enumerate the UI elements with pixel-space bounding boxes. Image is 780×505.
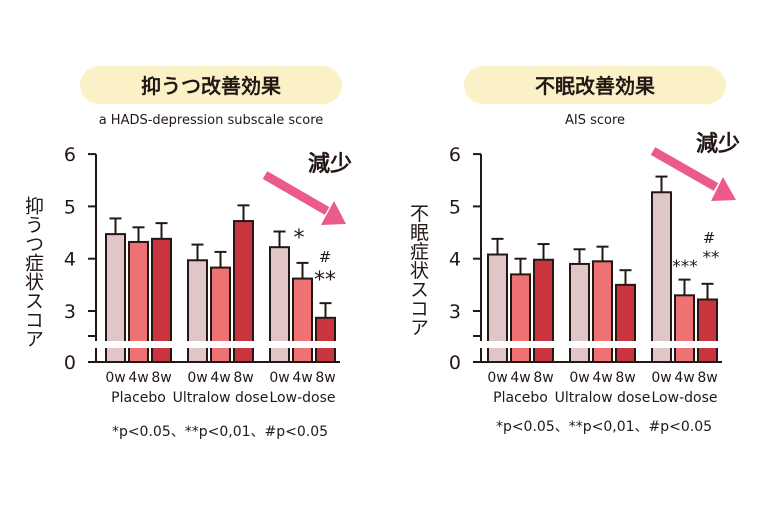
chart-subtitle: a HADS-depression subscale score xyxy=(99,113,324,128)
decrease-arrow xyxy=(262,171,346,225)
bar-low-dose-4w xyxy=(674,294,695,363)
y-tick-label: 5 xyxy=(449,196,461,218)
annotation-4w: *** xyxy=(672,257,698,277)
arrow-label: 減少 xyxy=(696,132,740,157)
group-label: Low-dose xyxy=(270,390,336,406)
title-pill xyxy=(464,66,726,104)
x-tick-label: 8w xyxy=(697,370,717,386)
x-tick-label: 0w xyxy=(269,370,289,386)
annotation-8w-hash: # xyxy=(319,248,332,266)
title-pill xyxy=(80,66,342,104)
y-tick-label: 6 xyxy=(64,144,76,166)
y-tick-label: 0 xyxy=(449,352,461,374)
y-tick-label: 3 xyxy=(449,301,461,323)
bar-low-dose-8w xyxy=(697,298,718,363)
x-tick-label: 0w xyxy=(569,370,589,386)
axis-break xyxy=(469,341,724,348)
chart-title: 不眠改善効果 xyxy=(535,74,655,98)
panel-depression: 抑うつ改善効果 a HADS-depression subscale score… xyxy=(22,66,352,440)
arrow-head-icon xyxy=(321,201,346,225)
x-tick-label: 0w xyxy=(187,370,207,386)
y-tick-label: 0 xyxy=(64,352,76,374)
group-label: Ultralow dose xyxy=(555,390,651,406)
x-tick-label: 4w xyxy=(592,370,612,386)
axis-break xyxy=(84,341,342,348)
y-axis-label: 抑うつ症状スコア xyxy=(22,196,44,348)
y-tick-label: 6 xyxy=(449,144,461,166)
x-tick-label: 0w xyxy=(651,370,671,386)
group-label: Placebo xyxy=(111,390,166,406)
y-tick-label: 4 xyxy=(64,249,76,271)
footnote: *p<0.05、**p<0,01、#p<0.05 xyxy=(496,419,712,435)
y-axis-label: 不眠症状スコア xyxy=(407,204,429,337)
bar-low-dose-0w xyxy=(651,191,672,363)
y-tick-label: 4 xyxy=(449,249,461,271)
x-tick-label: 4w xyxy=(210,370,230,386)
group-label: Placebo xyxy=(493,390,548,406)
annotation-8w-hash: # xyxy=(703,229,716,247)
y-tick-label: 5 xyxy=(64,196,76,218)
annotation-8w-star: ** xyxy=(314,268,336,293)
decrease-arrow xyxy=(650,147,736,201)
footnote: *p<0.05、**p<0,01、#p<0.05 xyxy=(112,424,328,440)
bar-low-dose-4w xyxy=(292,277,313,364)
x-tick-label: 4w xyxy=(674,370,694,386)
annotation-8w-star: ** xyxy=(703,248,720,268)
x-tick-label: 8w xyxy=(315,370,335,386)
bar-ultralow-dose-8w xyxy=(615,283,636,364)
x-tick-label: 0w xyxy=(105,370,125,386)
x-tick-label: 4w xyxy=(292,370,312,386)
arrow-label: 減少 xyxy=(308,152,352,177)
bar-placebo-4w xyxy=(510,273,531,364)
x-tick-label: 4w xyxy=(128,370,148,386)
x-tick-label: 8w xyxy=(233,370,253,386)
chart-title: 抑うつ改善効果 xyxy=(141,74,281,98)
chart-subtitle: AIS score xyxy=(565,113,625,128)
bar-ultralow-dose-8w xyxy=(233,220,254,363)
x-tick-label: 0w xyxy=(487,370,507,386)
group-label: Ultralow dose xyxy=(173,390,269,406)
x-tick-label: 4w xyxy=(510,370,530,386)
y-tick-label: 3 xyxy=(64,301,76,323)
x-tick-label: 8w xyxy=(533,370,553,386)
group-label: Low-dose xyxy=(652,390,718,406)
x-tick-label: 8w xyxy=(615,370,635,386)
arrow-head-icon xyxy=(711,177,736,201)
x-tick-label: 8w xyxy=(151,370,171,386)
bar-low-dose-8w xyxy=(315,316,336,364)
annotation-4w: * xyxy=(294,226,305,251)
